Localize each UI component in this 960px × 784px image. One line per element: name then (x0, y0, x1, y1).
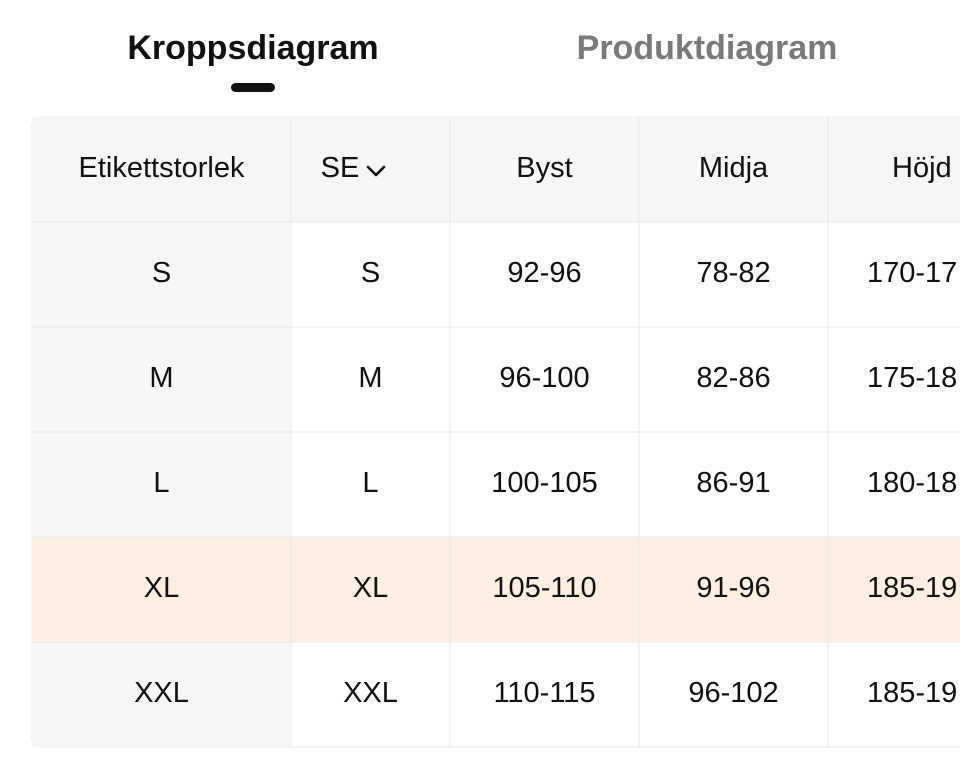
table-cell: 110-115 (493, 677, 595, 709)
table-cell: 170-17 (867, 257, 957, 289)
table-cell: 92-96 (507, 257, 581, 289)
table-cell: 100-105 (491, 467, 597, 499)
header-bg (32, 117, 960, 222)
table-cell: 175-18 (867, 362, 957, 394)
table-cell: 96-102 (688, 677, 778, 709)
table-cell: 105-110 (492, 572, 596, 604)
tab-indicator (231, 83, 275, 92)
table-cell: L (362, 467, 378, 499)
table-cell: 96-100 (499, 362, 589, 394)
table-cell: 185-19 (867, 677, 957, 709)
table-cell: 180-18 (867, 467, 957, 499)
table-cell: XXL (343, 677, 398, 709)
dropdown-chevron (366, 165, 386, 177)
table-cell: M (149, 362, 173, 394)
tab-active[interactable]: Kroppsdiagram (127, 29, 378, 67)
column-header: Etikettstorlek (79, 152, 245, 184)
table-cell: XL (353, 572, 388, 604)
first-col-bg (32, 222, 291, 747)
column-header: Midja (699, 152, 769, 184)
table-cell: 78-82 (696, 257, 770, 289)
size-table: Etikettstorlek SE Byst Midja Höjd S S 92-96 78-8… (31, 116, 960, 748)
table-cell: XL (144, 572, 179, 604)
table-cell: 185-19 (867, 572, 957, 604)
table-cell: 82-86 (696, 362, 770, 394)
tab-inactive[interactable]: Produktdiagram (577, 29, 838, 67)
table-cell: L (153, 467, 169, 499)
table-cell: S (152, 257, 171, 289)
column-header: SE (321, 152, 360, 184)
table-cell: 91-96 (696, 572, 770, 604)
column-header: Byst (516, 152, 572, 184)
table-cell: S (361, 257, 380, 289)
highlight-row (32, 537, 960, 642)
table-cell: M (358, 362, 382, 394)
table-cell: XXL (134, 677, 189, 709)
table-cell: 86-91 (696, 467, 770, 499)
column-header: Höjd (892, 152, 952, 184)
